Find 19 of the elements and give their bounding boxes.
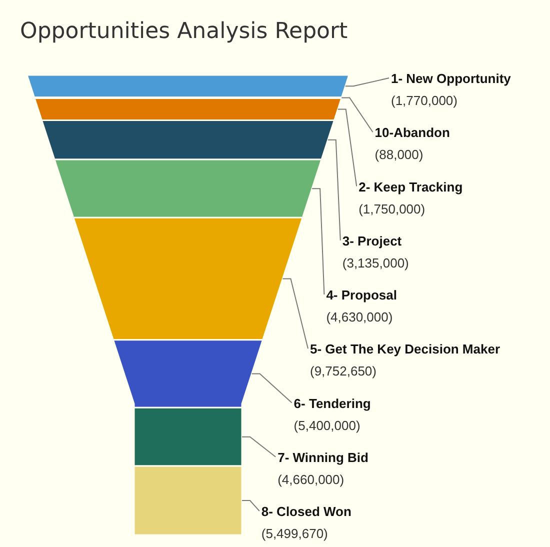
category-label: 2- Keep Tracking xyxy=(358,179,463,194)
data-label: (88,000) xyxy=(374,147,424,162)
category-label: 4- Proposal xyxy=(326,288,397,302)
data-label: (4,630,000) xyxy=(326,310,393,324)
category-label: 3- Project xyxy=(342,233,402,248)
category-label: 5- Get The Key Decision Maker xyxy=(310,342,500,357)
category-label: 7- Winning Bid xyxy=(278,450,369,465)
data-label: (4,660,000) xyxy=(278,472,344,487)
data-label: (9,752,650) xyxy=(310,364,376,379)
data-label: (5,400,000) xyxy=(294,418,360,433)
category-label: 1- New Opportunity xyxy=(391,71,512,86)
data-label: (5,499,670) xyxy=(261,526,328,541)
text: Opportunities Analysis Report xyxy=(20,19,348,44)
data-label: (1,750,000) xyxy=(358,201,426,216)
data-label: (1,770,000) xyxy=(391,93,458,108)
category-label: 10-Abandon xyxy=(374,125,450,140)
category-label: 6- Tendering xyxy=(294,396,371,411)
data-label: (3,135,000) xyxy=(342,255,409,270)
category-label: 8- Closed Won xyxy=(261,504,352,519)
